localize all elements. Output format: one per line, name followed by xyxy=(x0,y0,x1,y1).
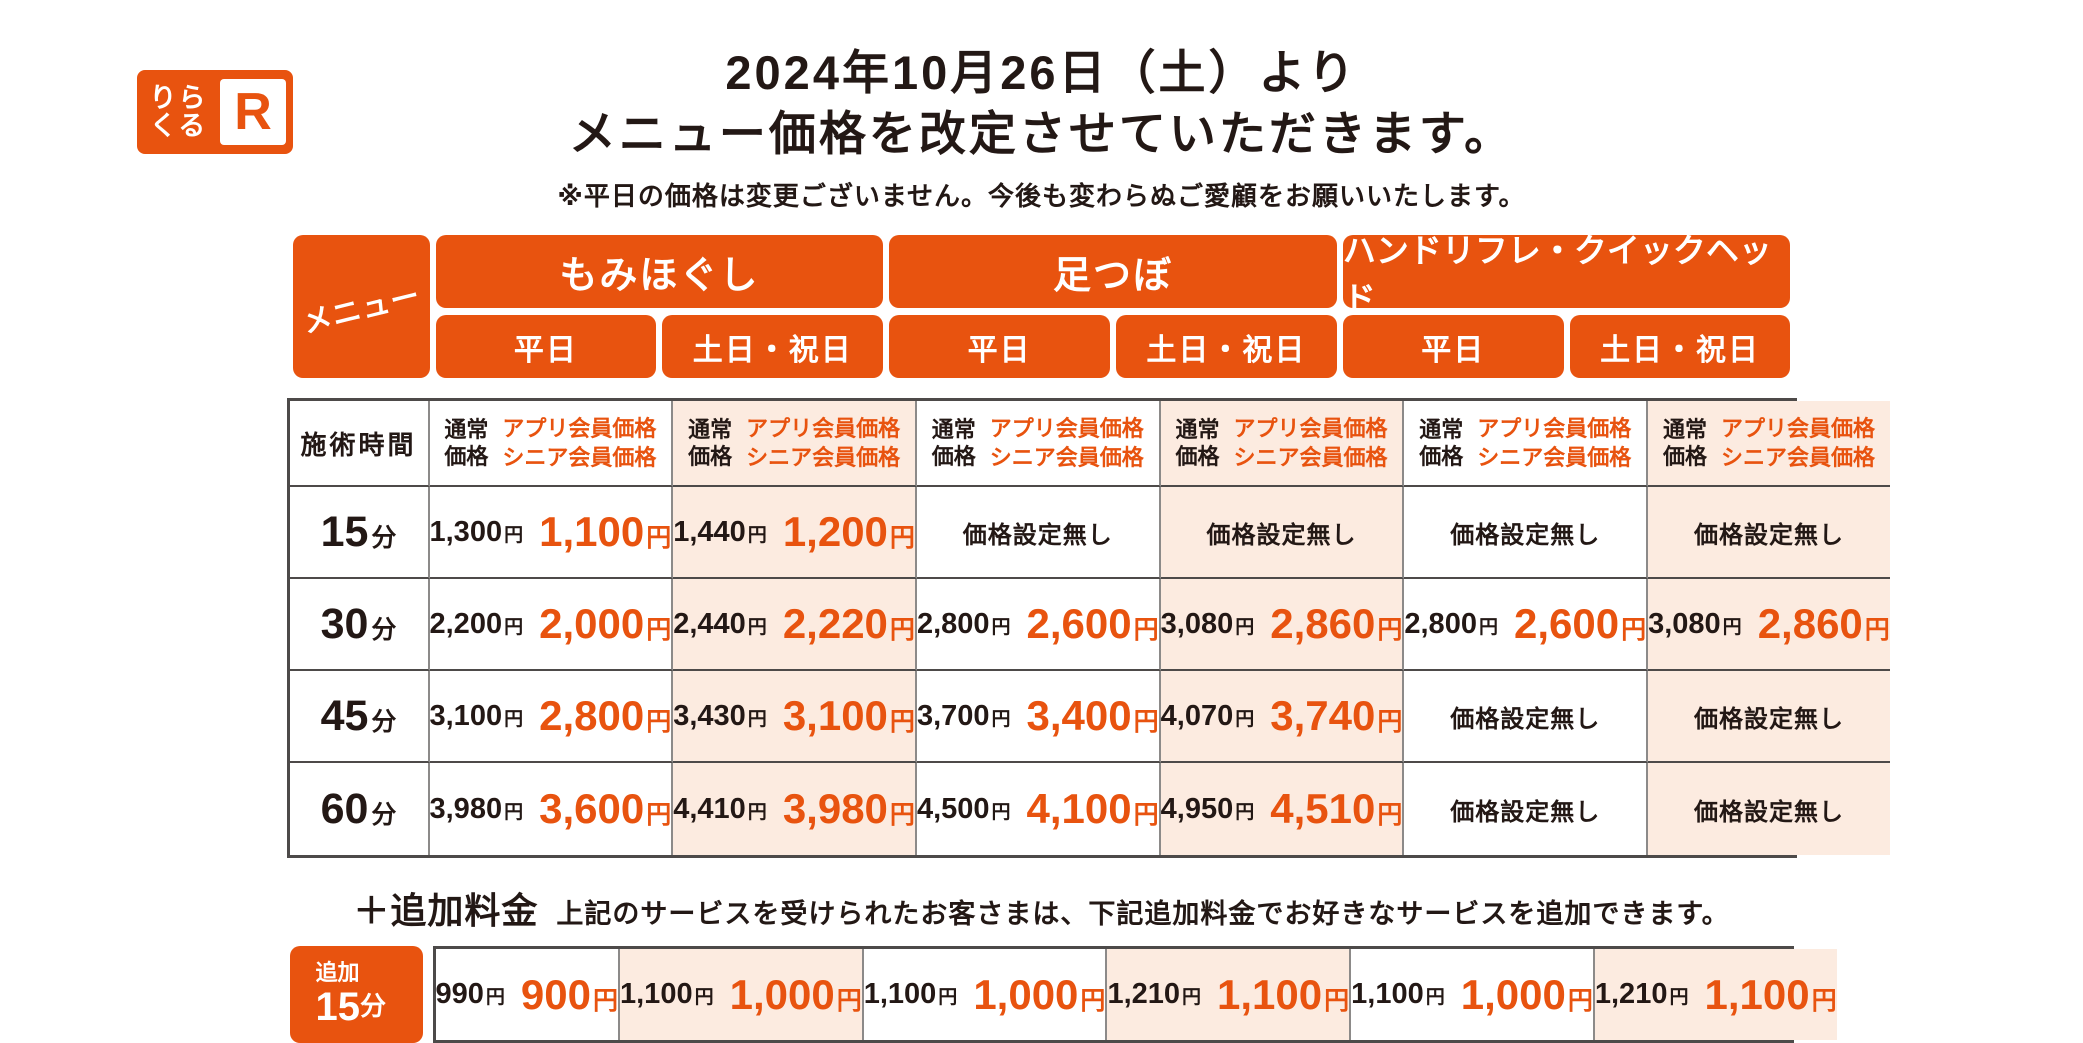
day-header-weekday: 平日 xyxy=(889,315,1110,379)
day-header-weekend: 土日・祝日 xyxy=(662,315,884,379)
service-header-momihogushi: もみほぐし xyxy=(435,235,884,309)
time-cell-15min: 15 分 xyxy=(289,487,430,580)
price-type-header: 通常 価格 アプリ会員価格 シニア会員価格 xyxy=(1648,401,1890,488)
price-type-header: 通常 価格 アプリ会員価格 シニア会員価格 xyxy=(1160,401,1405,488)
no-price-cell: 価格設定無し xyxy=(1648,763,1890,856)
title-line1: 2024年10月26日（土）より xyxy=(725,46,1358,99)
price-cell: 2,200 円 2,000 円 xyxy=(429,579,674,672)
no-price-cell: 価格設定無し xyxy=(1648,487,1890,580)
price-cell: 1,440 円 1,200 円 xyxy=(673,487,917,580)
menu-header: メニュー もみほぐし 足つぼ ハンドリフレ・クイックヘッド 平日 土日・祝日 平… xyxy=(290,232,1794,379)
price-cell: 3,100 円 2,800 円 xyxy=(429,671,674,764)
price-cell: 4,500 円 4,100 円 xyxy=(916,763,1161,856)
price-cell: 3,430 円 3,100 円 xyxy=(673,671,917,764)
day-header-weekday: 平日 xyxy=(435,315,657,379)
day-header-weekday: 平日 xyxy=(1342,315,1564,379)
menu-corner-cell: メニュー xyxy=(292,235,430,379)
rirakuru-logo-text: りら くる xyxy=(137,82,220,141)
no-price-cell: 価格設定無し xyxy=(1404,487,1649,580)
price-cell: 2,800 円 2,600 円 xyxy=(916,579,1161,672)
addon-price-table: 990 円 900 円 1,100 円 1,000 円 1,100 円 1,000 円 1,… xyxy=(432,946,1837,1043)
price-table: 施術時間 通常 価格 アプリ会員価格 シニア会員価格 通常 価格 アプリ会員価格 シニア… xyxy=(286,398,1890,859)
addon-note: ＋追加料金 上記のサービスを受けられたお客さまは、下記追加料金でお好きなサービス… xyxy=(0,882,2083,934)
price-cell: 4,410 円 3,980 円 xyxy=(673,763,917,856)
time-cell-60min: 60 分 xyxy=(289,763,430,856)
addon-time-cell: 追加 15 分 xyxy=(289,946,423,1043)
no-price-cell: 価格設定無し xyxy=(1404,763,1649,856)
price-type-header: 通常 価格 アプリ会員価格 シニア会員価格 xyxy=(1404,401,1649,488)
rirakuru-logo: りら くる R xyxy=(137,70,293,154)
price-cell: 1,210 円 1,100 円 xyxy=(1107,949,1352,1041)
time-cell-30min: 30 分 xyxy=(289,579,430,672)
price-cell: 3,080 円 2,860 円 xyxy=(1160,579,1405,672)
service-header-ashitsubo: 足つぼ xyxy=(889,235,1337,309)
logo-text-bottom: くる xyxy=(149,111,208,141)
addon-price-row: 追加 15 分 990 円 900 円 1,100 円 1,000 円 1,100 円 1,… xyxy=(289,946,1837,1043)
no-price-cell: 価格設定無し xyxy=(1160,487,1405,580)
addon-title: ＋追加料金 xyxy=(353,890,539,932)
price-cell: 2,800 円 2,600 円 xyxy=(1404,579,1649,672)
no-price-cell: 価格設定無し xyxy=(1648,671,1890,764)
addon-description: 上記のサービスを受けられたお客さまは、下記追加料金でお好きなサービスを追加できま… xyxy=(556,899,1730,930)
price-cell: 1,210 円 1,100 円 xyxy=(1594,949,1837,1041)
price-cell: 4,070 円 3,740 円 xyxy=(1160,671,1405,764)
price-type-header: 通常 価格 アプリ会員価格 シニア会員価格 xyxy=(429,401,674,488)
no-price-cell: 価格設定無し xyxy=(916,487,1161,580)
price-type-header: 通常 価格 アプリ会員価格 シニア会員価格 xyxy=(673,401,917,488)
service-header-handrefle-quickhead: ハンドリフレ・クイックヘッド xyxy=(1342,232,1791,317)
no-price-cell: 価格設定無し xyxy=(1404,671,1649,764)
price-cell: 1,100 円 1,000 円 xyxy=(863,949,1108,1041)
price-cell: 4,950 円 4,510 円 xyxy=(1160,763,1405,856)
logo-text-top: りら xyxy=(149,82,208,113)
price-type-header: 通常 価格 アプリ会員価格 シニア会員価格 xyxy=(916,401,1161,488)
title-line2: メニュー価格を改定させていただきます。 xyxy=(568,107,1515,161)
day-header-weekend: 土日・祝日 xyxy=(1569,315,1791,379)
price-cell: 3,700 円 3,400 円 xyxy=(916,671,1161,764)
price-cell: 3,980 円 3,600 円 xyxy=(429,763,674,856)
price-cell: 3,080 円 2,860 円 xyxy=(1648,579,1890,672)
time-cell-45min: 45 分 xyxy=(289,671,430,764)
price-cell: 990 円 900 円 xyxy=(435,949,620,1041)
price-cell: 1,300 円 1,100 円 xyxy=(429,487,674,580)
price-cell: 2,440 円 2,220 円 xyxy=(673,579,917,672)
page-title: 2024年10月26日（土）より メニュー価格を改定させていただきます。 xyxy=(0,0,2083,164)
price-cell: 1,100 円 1,000 円 xyxy=(620,949,864,1041)
price-cell: 1,100 円 1,000 円 xyxy=(1351,949,1595,1041)
day-header-weekend: 土日・祝日 xyxy=(1115,315,1337,379)
title-note: ※平日の価格は変更ございません。今後も変わらぬご愛顧をお願いいたします。 xyxy=(557,181,1526,212)
time-column-header: 施術時間 xyxy=(289,401,430,488)
rirakuru-r-mark-icon: R xyxy=(220,79,286,145)
